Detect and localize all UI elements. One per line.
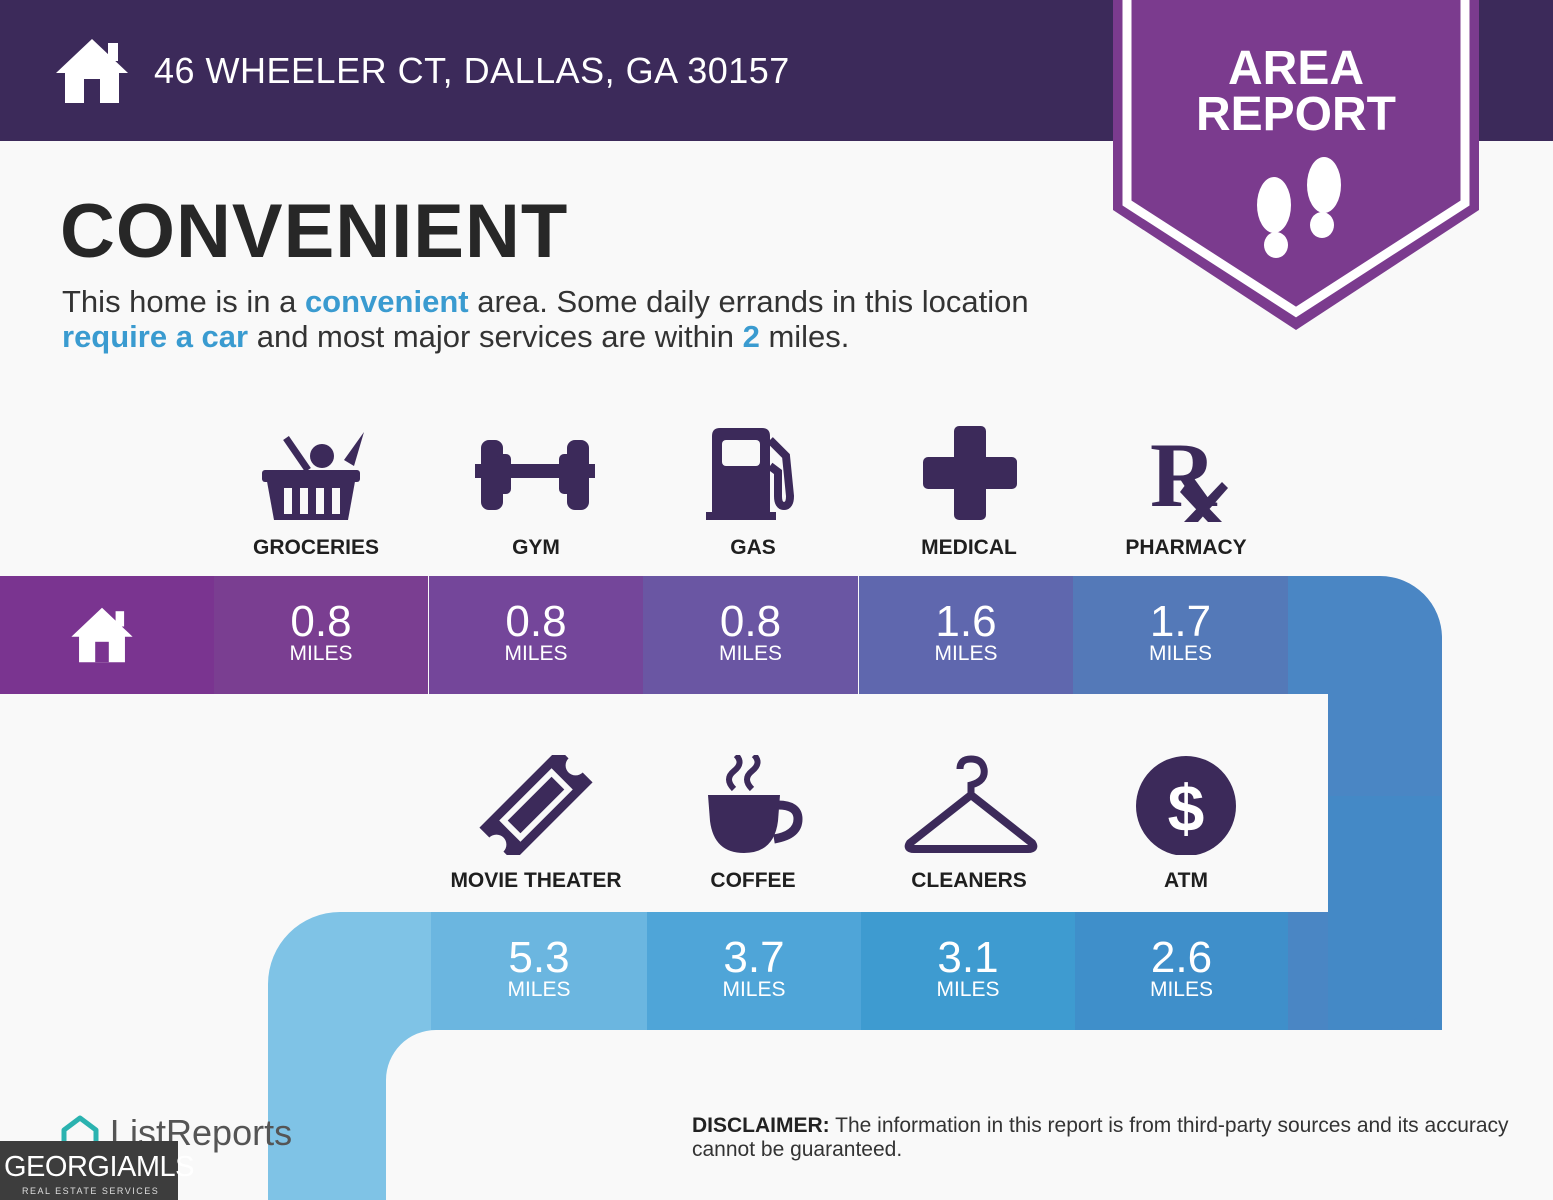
- summary-highlight: 2: [742, 319, 760, 354]
- summary-highlight: convenient: [304, 284, 469, 319]
- distance-value: 3.1: [937, 933, 999, 982]
- grocery-basket-icon: [262, 432, 364, 520]
- distance-unit: MILES: [507, 978, 571, 1001]
- summary-highlight: require a car: [62, 319, 249, 354]
- footprints-icon: [1257, 157, 1341, 258]
- coffee-cup-icon: [708, 755, 803, 853]
- medical-cross-icon: [923, 426, 1017, 520]
- area-report-badge: [1113, 0, 1479, 330]
- label-gym: GYM: [512, 536, 560, 559]
- georgia-mls-tagline: REAL ESTATE SERVICES: [22, 1186, 160, 1196]
- summary-segment: area. Some daily errands in this locatio…: [468, 284, 1029, 319]
- distance-value: 0.8: [719, 597, 782, 646]
- rx-icon: R: [1150, 426, 1228, 526]
- gas-pump-icon: [706, 428, 795, 520]
- summary-segment: and most major services are within: [248, 319, 743, 354]
- home-icon: [71, 607, 133, 663]
- distance-medical: 1.6 MILES: [859, 576, 1073, 694]
- distance-unit: MILES: [1148, 642, 1213, 665]
- svg-text:$: $: [1168, 771, 1205, 845]
- home-icon: [56, 39, 128, 103]
- label-pharmacy: PHARMACY: [1125, 536, 1247, 559]
- distance-value: 0.8: [505, 597, 567, 646]
- summary-segment: This home is in a: [62, 284, 305, 319]
- disclaimer-label: DISCLAIMER:: [692, 1114, 830, 1137]
- disclaimer-text: The information in this report is from t…: [692, 1114, 1509, 1161]
- distance-value: 1.6: [935, 597, 997, 646]
- distance-value: 2.6: [1150, 933, 1213, 982]
- distance-cleaners: 3.1 MILES: [861, 912, 1075, 1030]
- disclaimer: DISCLAIMER: The information in this repo…: [692, 1114, 1522, 1162]
- distance-movie-theater: 5.3 MILES: [431, 912, 647, 1030]
- distance-value: 3.7: [723, 933, 785, 982]
- distance-coffee: 3.7 MILES: [647, 912, 861, 1030]
- distance-unit: MILES: [1149, 978, 1214, 1001]
- movie-ticket-icon: [479, 755, 593, 855]
- distance-groceries: 0.8 MILES: [214, 576, 428, 694]
- distance-unit: MILES: [718, 642, 783, 665]
- label-coffee: COFFEE: [710, 869, 796, 892]
- property-address: 46 WHEELER CT, DALLAS, GA 30157: [154, 50, 790, 91]
- label-movie-theater: MOVIE THEATER: [450, 869, 622, 892]
- label-medical: MEDICAL: [921, 536, 1017, 559]
- distance-gym: 0.8 MILES: [429, 576, 643, 694]
- summary-text: This home is in a convenient area. Some …: [62, 284, 1122, 354]
- label-groceries: GROCERIES: [252, 536, 380, 559]
- distance-value: 1.7: [1149, 597, 1212, 646]
- hanger-icon: [904, 755, 1038, 853]
- distance-atm: 2.6 MILES: [1075, 912, 1288, 1030]
- label-cleaners: CLEANERS: [911, 869, 1027, 892]
- dumbbell-icon: [475, 440, 595, 510]
- page-title: CONVENIENT: [60, 189, 569, 274]
- distance-unit: MILES: [936, 978, 1000, 1001]
- badge-line-area: AREA: [1227, 42, 1364, 95]
- label-gas: GAS: [730, 536, 776, 559]
- badge-line-report: REPORT: [1195, 88, 1396, 141]
- georgia-mls-name: GEORGIAMLS: [4, 1151, 195, 1183]
- distance-unit: MILES: [289, 642, 353, 665]
- distance-value: 0.8: [290, 597, 352, 646]
- distance-unit: MILES: [722, 978, 786, 1001]
- distance-unit: MILES: [504, 642, 568, 665]
- georgia-mls-logo: [0, 1141, 178, 1200]
- distance-value: 5.3: [508, 933, 570, 982]
- dollar-icon: $: [1136, 756, 1236, 855]
- distance-gas: 0.8 MILES: [643, 576, 858, 694]
- summary-segment: miles.: [759, 319, 850, 354]
- distance-pharmacy: 1.7 MILES: [1073, 576, 1288, 694]
- badge-title: AREA REPORT: [1113, 42, 1479, 141]
- distance-unit: MILES: [934, 642, 998, 665]
- label-atm: ATM: [1164, 869, 1208, 892]
